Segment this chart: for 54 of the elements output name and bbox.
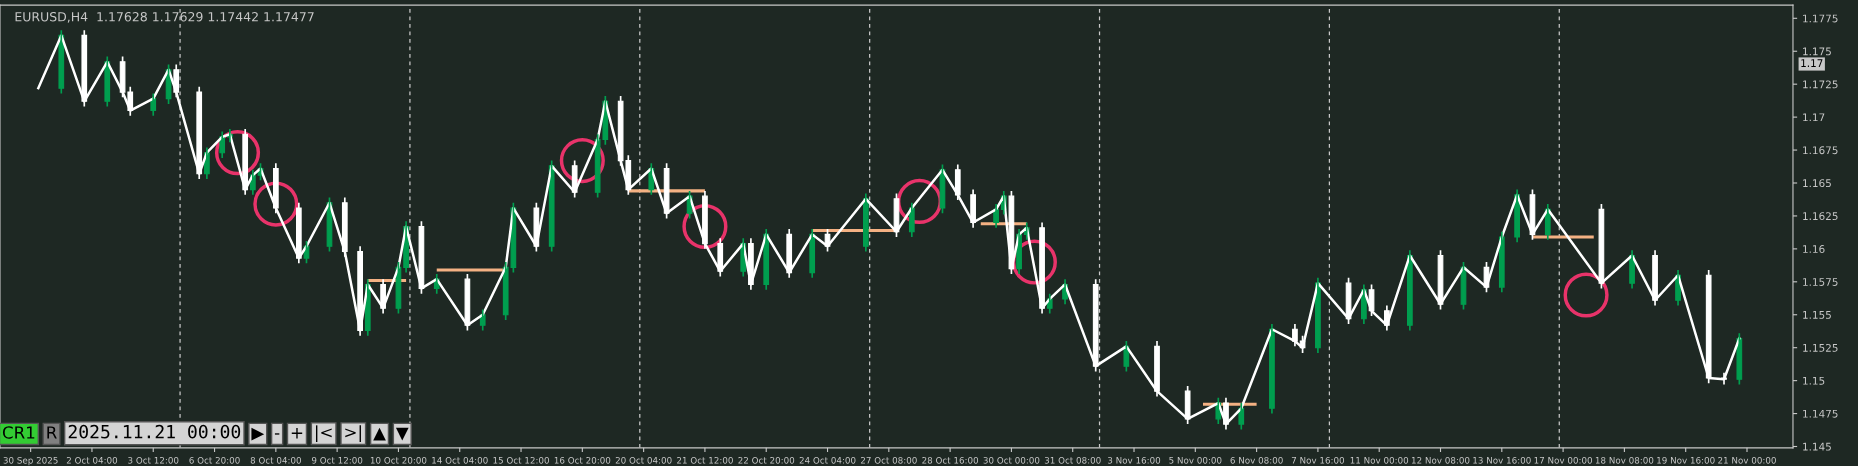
x-tick-label: 5 Nov 00:00 [1169,457,1222,464]
annotation: ▼ [395,427,409,441]
x-tick-label: 17 Nov 00:00 [1534,457,1593,464]
annotation: 2025.11.21 00:00 [68,424,241,439]
x-tick-label: 9 Oct 12:00 [311,457,363,464]
y-tick-label: 1.1725 [1803,80,1838,89]
x-tick-label: 21 Oct 12:00 [677,457,733,464]
x-tick-label: 27 Oct 08:00 [860,457,917,464]
x-tick-label: 19 Nov 16:00 [1657,457,1715,464]
y-tick-label: 1.1775 [1803,14,1838,23]
x-tick-label: 11 Nov 00:00 [1350,457,1409,464]
x-tick-label: 18 Nov 08:00 [1595,457,1654,464]
x-tick-label: 15 Oct 12:00 [493,457,549,464]
annotation: ▲ [373,427,386,441]
annotation: + [291,428,303,439]
x-tick-label: 8 Oct 04:00 [250,457,301,464]
x-tick-label: 30 Sep 2025 [3,457,58,466]
y-tick-label: 1.17 [1803,113,1825,122]
x-tick-label: 31 Oct 08:00 [1044,457,1101,464]
x-tick-label: 24 Oct 04:00 [799,457,856,464]
x-tick-label: 28 Oct 16:00 [922,457,979,464]
x-tick-label: 2 Oct 04:00 [66,457,118,464]
x-tick-label: 30 Oct 00:00 [983,457,1040,464]
x-tick-label: 13 Nov 16:00 [1473,457,1531,464]
y-tick-label: 1.165 [1803,179,1831,188]
annotation: >| [345,425,361,442]
x-tick-label: 10 Oct 20:00 [370,457,427,464]
annotation: - [274,433,280,435]
y-tick-label: 1.1625 [1803,212,1838,221]
annotation: CR1 [2,426,35,439]
y-tick-label: 1.1575 [1803,278,1838,286]
x-tick-label: 21 Nov 00:00 [1718,457,1776,464]
x-tick-label: 16 Oct 20:00 [554,457,611,464]
x-tick-label: 12 Nov 08:00 [1411,457,1470,464]
x-tick-label: 22 Oct 20:00 [738,457,795,464]
chart-title: EURUSD,H4 1.17628 1.17629 1.17442 1.17477 [15,11,314,23]
y-tick-label: 1.1525 [1803,343,1838,352]
y-tick-label: 1.1475 [1803,409,1838,418]
x-tick-label: 20 Oct 04:00 [615,457,672,464]
x-tick-label: 3 Nov 16:00 [1107,457,1161,464]
x-tick-label: 6 Nov 08:00 [1230,457,1283,464]
x-tick-label: 14 Oct 04:00 [432,457,488,464]
y-tick-label: 1.1675 [1803,146,1838,155]
x-tick-label: 3 Oct 12:00 [128,457,179,464]
annotation: R [47,426,57,439]
y-tick-label: 1.175 [1803,47,1831,56]
annotation: |< [315,425,332,442]
annotation: ▶ [251,427,265,441]
y-tick-label: 1.16 [1803,245,1825,253]
x-tick-label: 6 Oct 20:00 [189,457,240,464]
y-tick-label: 1.155 [1803,311,1831,319]
y-tick-label: 1.145 [1803,442,1831,451]
x-tick-label: 7 Nov 16:00 [1291,457,1345,464]
y-tick-label: 1.15 [1803,376,1825,385]
